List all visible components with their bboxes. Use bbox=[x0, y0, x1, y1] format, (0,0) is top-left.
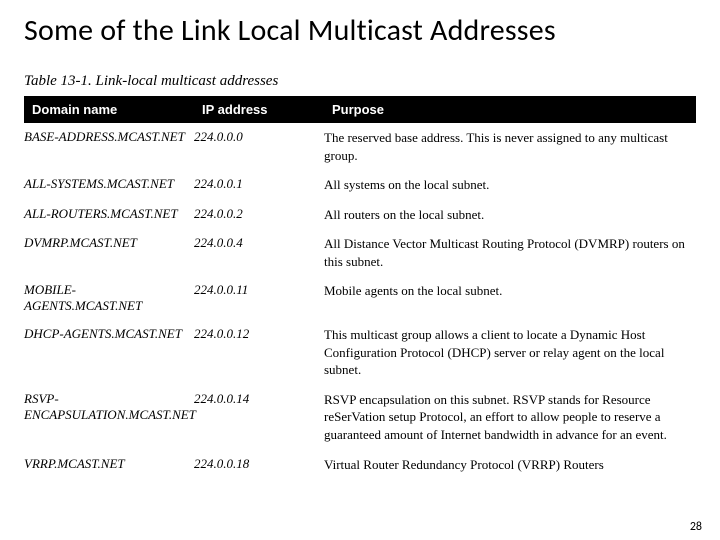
cell-purpose: Virtual Router Redundancy Protocol (VRRP… bbox=[324, 450, 696, 480]
cell-purpose: All routers on the local subnet. bbox=[324, 200, 696, 230]
table-row: RSVP-ENCAPSULATION.MCAST.NET224.0.0.14RS… bbox=[24, 385, 696, 450]
cell-ip: 224.0.0.4 bbox=[194, 229, 324, 276]
page-number: 28 bbox=[690, 520, 702, 534]
cell-purpose: This multicast group allows a client to … bbox=[324, 320, 696, 385]
cell-domain: VRRP.MCAST.NET bbox=[24, 450, 194, 480]
table-caption: Table 13-1. Link-local multicast address… bbox=[24, 73, 696, 90]
cell-purpose: The reserved base address. This is never… bbox=[324, 123, 696, 170]
page-title: Some of the Link Local Multicast Address… bbox=[24, 12, 696, 49]
cell-domain: DHCP-AGENTS.MCAST.NET bbox=[24, 320, 194, 385]
cell-domain: BASE-ADDRESS.MCAST.NET bbox=[24, 123, 194, 170]
cell-domain: ALL-SYSTEMS.MCAST.NET bbox=[24, 170, 194, 200]
table-row: VRRP.MCAST.NET224.0.0.18Virtual Router R… bbox=[24, 450, 696, 480]
cell-domain: ALL-ROUTERS.MCAST.NET bbox=[24, 200, 194, 230]
table-header: Domain name IP address Purpose bbox=[24, 96, 696, 123]
cell-domain: DVMRP.MCAST.NET bbox=[24, 229, 194, 276]
table-row: BASE-ADDRESS.MCAST.NET224.0.0.0The reser… bbox=[24, 123, 696, 170]
cell-ip: 224.0.0.11 bbox=[194, 276, 324, 320]
cell-ip: 224.0.0.0 bbox=[194, 123, 324, 170]
table-row: ALL-ROUTERS.MCAST.NET224.0.0.2All router… bbox=[24, 200, 696, 230]
multicast-table: BASE-ADDRESS.MCAST.NET224.0.0.0The reser… bbox=[24, 123, 696, 479]
cell-purpose: All systems on the local subnet. bbox=[324, 170, 696, 200]
cell-ip: 224.0.0.12 bbox=[194, 320, 324, 385]
cell-ip: 224.0.0.14 bbox=[194, 385, 324, 450]
cell-ip: 224.0.0.18 bbox=[194, 450, 324, 480]
cell-domain: MOBILE-AGENTS.MCAST.NET bbox=[24, 276, 194, 320]
header-ip: IP address bbox=[202, 102, 332, 117]
header-purpose: Purpose bbox=[332, 102, 688, 117]
cell-ip: 224.0.0.1 bbox=[194, 170, 324, 200]
cell-ip: 224.0.0.2 bbox=[194, 200, 324, 230]
table-row: MOBILE-AGENTS.MCAST.NET224.0.0.11Mobile … bbox=[24, 276, 696, 320]
cell-purpose: All Distance Vector Multicast Routing Pr… bbox=[324, 229, 696, 276]
cell-purpose: RSVP encapsulation on this subnet. RSVP … bbox=[324, 385, 696, 450]
table-row: ALL-SYSTEMS.MCAST.NET224.0.0.1All system… bbox=[24, 170, 696, 200]
header-domain: Domain name bbox=[32, 102, 202, 117]
slide: Some of the Link Local Multicast Address… bbox=[0, 0, 720, 540]
cell-domain: RSVP-ENCAPSULATION.MCAST.NET bbox=[24, 385, 194, 450]
cell-purpose: Mobile agents on the local subnet. bbox=[324, 276, 696, 320]
table-row: DVMRP.MCAST.NET224.0.0.4All Distance Vec… bbox=[24, 229, 696, 276]
table-row: DHCP-AGENTS.MCAST.NET224.0.0.12This mult… bbox=[24, 320, 696, 385]
